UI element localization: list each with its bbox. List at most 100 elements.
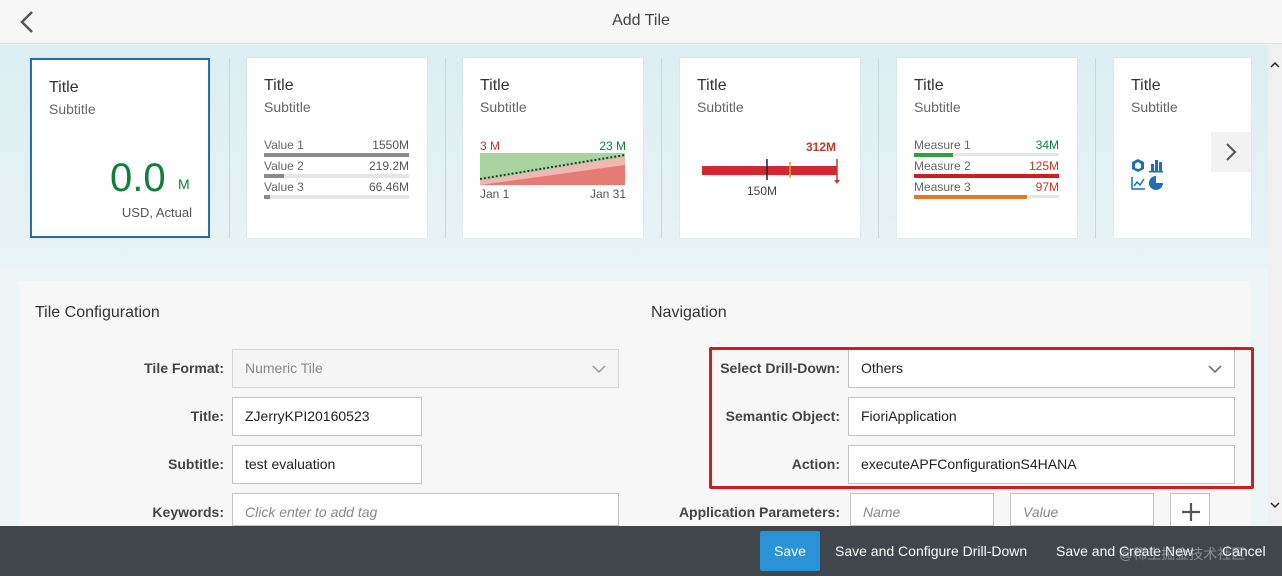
tile-title: Title (914, 77, 944, 94)
numeric-value: 0.0 (110, 156, 166, 200)
page-scrollbar[interactable] (1268, 45, 1282, 525)
measure-bar (914, 195, 1028, 199)
action-label: Action: (791, 456, 840, 472)
measure-value: 125M (1028, 159, 1059, 173)
semantic-object-input[interactable]: FioriApplication (848, 397, 1235, 436)
drilldown-label: Select Drill-Down: (720, 360, 840, 376)
tile-title: Title (480, 77, 510, 94)
tile-numeric[interactable]: Title Subtitle 0.0 M USD, Actual (30, 58, 210, 238)
measure-row: Measure 2 125M (914, 159, 1059, 179)
bullet-chart (702, 159, 840, 184)
bullet-value: 312M (805, 140, 836, 154)
pie-chart-icon (1149, 176, 1163, 190)
title-input[interactable]: ZJerryKPI20160523 (232, 397, 422, 436)
tile-format-value: Numeric Tile (245, 360, 323, 376)
chevron-left-icon (20, 11, 33, 33)
chevron-up-icon (1270, 61, 1280, 68)
save-create-new-button[interactable]: Save and Create New (1056, 531, 1193, 571)
tile-trend[interactable]: Title Subtitle 3 M 23 M Jan 1 Jan 31 (463, 58, 643, 238)
comparison-bar (264, 195, 270, 199)
tile-format-select[interactable]: Numeric Tile (232, 349, 619, 388)
measure-label: Measure 3 (914, 180, 971, 194)
tile-subtitle: Subtitle (697, 99, 744, 115)
tile-title: Title (1131, 77, 1161, 94)
trend-start-value: 3 M (480, 139, 501, 153)
scroll-up-button[interactable] (1268, 57, 1282, 73)
drilldown-value: Others (861, 360, 904, 376)
measure-row: Measure 1 34M (914, 138, 1059, 158)
keywords-input[interactable]: Click enter to add tag (232, 493, 619, 526)
navigation-title: Navigation (651, 304, 727, 321)
tile-divider (878, 58, 879, 238)
comparison-label: Value 2 (264, 159, 304, 173)
measure-bar (914, 153, 954, 157)
tile-divider (1095, 58, 1096, 238)
tile-comparison[interactable]: Title Subtitle Value 1 1550M Value 2 219… (247, 58, 427, 238)
plus-icon (1182, 503, 1200, 521)
chevron-down-icon (592, 365, 606, 374)
save-button[interactable]: Save (760, 531, 820, 571)
tile-subtitle: Subtitle (49, 101, 96, 117)
tile-subtitle: Subtitle (264, 99, 311, 115)
tile-icon-grid (1131, 159, 1163, 190)
measure-value: 97M (1035, 180, 1059, 194)
measure-row: Measure 3 97M (914, 180, 1059, 200)
tile-measures[interactable]: Title Subtitle Measure 1 34M Measure 2 1… (897, 58, 1077, 238)
keywords-label: Keywords: (152, 504, 224, 520)
tile-title: Title (264, 77, 294, 94)
bullet-target: 150M (747, 184, 778, 198)
page-title: Add Tile (612, 12, 670, 29)
back-button[interactable] (14, 8, 42, 36)
cancel-button[interactable]: Cancel (1222, 531, 1266, 571)
trend-start-date: Jan 1 (480, 187, 510, 201)
measure-value: 34M (1035, 138, 1059, 152)
param-name-input[interactable]: Name (850, 493, 994, 526)
tile-divider (229, 58, 230, 238)
tile-divider (661, 58, 662, 238)
subtitle-input[interactable]: test evaluation (232, 445, 422, 484)
carousel-next-button[interactable] (1211, 132, 1251, 172)
chevron-down-icon (1270, 502, 1280, 509)
tile-subtitle: Subtitle (914, 99, 961, 115)
comparison-bar (264, 174, 285, 178)
action-input[interactable]: executeAPFConfigurationS4HANA (848, 445, 1235, 484)
header-bar: Add Tile (0, 0, 1282, 44)
comparison-row: Value 2 219.2M (264, 159, 409, 179)
comparison-bar (264, 153, 409, 157)
comparison-value: 1550M (372, 138, 409, 152)
measure-label: Measure 1 (914, 138, 971, 152)
comparison-row: Value 3 66.46M (264, 180, 409, 200)
tile-title: Title (49, 79, 79, 96)
numeric-unit: M (178, 176, 190, 192)
cube-icon (1132, 159, 1144, 172)
save-configure-drilldown-button[interactable]: Save and Configure Drill-Down (835, 531, 1027, 571)
footer-toolbar: Save Save and Configure Drill-Down Save … (0, 526, 1282, 576)
trend-end-value: 23 M (599, 139, 626, 153)
drilldown-select[interactable]: Others (848, 349, 1235, 388)
numeric-footer: USD, Actual (121, 205, 192, 220)
param-value-input[interactable]: Value (1010, 493, 1154, 526)
tile-launch[interactable]: Title Subtitle (1114, 58, 1251, 238)
comparison-value: 66.46M (368, 180, 409, 194)
tile-title: Title (697, 77, 727, 94)
tile-subtitle: Subtitle (1131, 99, 1178, 115)
bar-chart-icon (1149, 160, 1163, 173)
line-chart-icon (1131, 177, 1145, 190)
title-label: Title: (190, 408, 224, 424)
app-params-label: Application Parameters: (678, 504, 840, 520)
scroll-down-button[interactable] (1268, 497, 1282, 513)
tile-format-label: Tile Format: (144, 360, 224, 376)
tile-subtitle: Subtitle (480, 99, 527, 115)
trend-end-date: Jan 31 (589, 187, 626, 201)
trend-area-chart (480, 153, 625, 185)
tile-bullet[interactable]: Title Subtitle 312M 150M (680, 58, 860, 238)
chevron-right-icon (1226, 143, 1237, 161)
comparison-row: Value 1 1550M (264, 138, 409, 158)
tile-divider (445, 58, 446, 238)
comparison-value: 219.2M (368, 159, 409, 173)
tile-carousel: Title Subtitle 0.0 M USD, Actual Title S… (0, 45, 1282, 267)
chevron-down-icon (1208, 365, 1222, 374)
subtitle-label: Subtitle: (168, 456, 224, 472)
tile-configuration-title: Tile Configuration (35, 304, 160, 321)
measure-bar (914, 174, 1059, 178)
